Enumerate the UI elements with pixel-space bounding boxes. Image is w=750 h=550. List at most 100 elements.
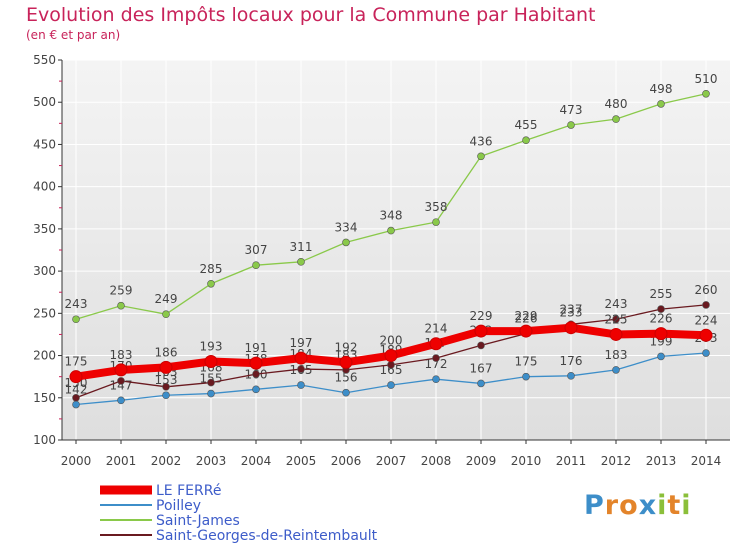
data-point (207, 378, 215, 387)
proxiti-logo: Proxiti (584, 490, 692, 521)
data-label: 436 (470, 134, 493, 148)
logo-letter: r (604, 490, 620, 521)
data-point (567, 121, 575, 129)
data-point (297, 365, 305, 373)
x-tick-label: 2006 (331, 454, 362, 468)
data-point (702, 89, 710, 98)
y-tick-label: 250 (33, 306, 56, 320)
data-label: 214 (425, 322, 448, 336)
data-point (117, 377, 125, 385)
data-label: 192 (335, 340, 358, 354)
data-point (657, 100, 665, 108)
data-label: 186 (155, 345, 178, 359)
data-point (477, 379, 485, 388)
y-tick-label: 150 (33, 391, 56, 405)
data-label: 249 (155, 292, 178, 306)
data-point (204, 354, 218, 368)
data-point (702, 349, 710, 357)
data-point (159, 360, 173, 374)
data-point (432, 218, 440, 226)
logo-letter: i (657, 490, 668, 521)
data-label: 167 (470, 361, 493, 375)
data-label: 473 (560, 103, 583, 117)
x-tick-label: 2011 (556, 454, 587, 468)
x-tick-label: 2001 (106, 454, 137, 468)
data-point (294, 351, 308, 365)
x-tick-label: 2010 (511, 454, 542, 468)
data-label: 165 (380, 363, 403, 377)
data-label: 156 (335, 371, 358, 385)
data-label: 243 (605, 297, 628, 311)
data-label: 172 (425, 357, 448, 371)
legend: LE FERRéPoilleySaint-JamesSaint-Georges-… (100, 483, 378, 544)
data-label: 455 (515, 118, 538, 132)
x-tick-label: 2012 (601, 454, 632, 468)
data-label: 311 (290, 240, 313, 254)
data-point (477, 341, 485, 350)
data-point (72, 400, 80, 409)
data-label: 193 (200, 339, 223, 353)
data-point (612, 115, 620, 123)
data-label: 153 (155, 373, 178, 387)
data-label: 307 (245, 243, 268, 257)
plot-background (62, 60, 730, 440)
y-tick-label: 550 (33, 53, 56, 67)
data-point (207, 389, 215, 398)
data-point (117, 301, 125, 310)
data-label: 200 (380, 334, 403, 348)
logo-letter: t (667, 490, 682, 521)
data-point (612, 315, 620, 324)
data-point (387, 361, 395, 369)
data-point (162, 391, 170, 400)
data-label: 285 (200, 262, 223, 276)
chart-subtitle: (en € et par an) (26, 28, 121, 42)
data-point (207, 279, 215, 288)
data-point (342, 238, 350, 247)
data-point (162, 310, 170, 318)
series-saint-james: 243 259 249 285 307 311 334 348 358 436 455 473 480 4… (65, 72, 717, 324)
y-tick-label: 300 (33, 264, 56, 278)
y-tick-label: 350 (33, 222, 56, 236)
data-label: 233 (560, 306, 583, 320)
series-le-ferr-: 175 183 186 193 191 197 192 200 214 229 229 233 225 2… (65, 306, 717, 384)
data-point (252, 261, 260, 270)
data-point (249, 356, 263, 370)
data-point (387, 381, 395, 389)
data-point (564, 321, 578, 335)
data-label: 358 (425, 200, 448, 214)
data-point (567, 372, 575, 380)
y-tick-label: 450 (33, 137, 56, 151)
data-label: 226 (515, 312, 538, 326)
data-label: 175 (65, 355, 88, 369)
data-point (657, 305, 665, 313)
data-label: 348 (380, 209, 403, 223)
data-point (72, 393, 80, 402)
logo-letter: x (638, 490, 658, 521)
legend-label: Poilley (156, 498, 201, 514)
data-point (114, 363, 128, 377)
data-point (612, 366, 620, 374)
data-label: 191 (245, 341, 268, 355)
data-point (522, 136, 530, 145)
legend-label: Saint-Georges-de-Reintembault (156, 528, 378, 544)
data-point (477, 152, 485, 161)
logo-letter: P (584, 490, 605, 521)
x-tick-label: 2005 (286, 454, 317, 468)
logo-letter: i (681, 490, 692, 521)
x-tick-label: 2007 (376, 454, 407, 468)
data-point (654, 327, 668, 341)
data-label: 226 (650, 312, 673, 326)
data-label: 176 (560, 354, 583, 368)
data-point (702, 301, 710, 309)
data-point (474, 324, 488, 338)
x-tick-label: 2004 (241, 454, 272, 468)
data-point (429, 337, 443, 351)
data-label: 334 (335, 220, 358, 234)
legend-label: LE FERRé (156, 483, 221, 499)
data-label: 259 (110, 284, 133, 298)
data-label: 260 (695, 283, 718, 297)
x-tick-label: 2014 (691, 454, 722, 468)
series-poilley: 1421471531551601651561651721671751761831… (65, 331, 717, 409)
data-point (384, 349, 398, 363)
data-point (657, 352, 665, 361)
